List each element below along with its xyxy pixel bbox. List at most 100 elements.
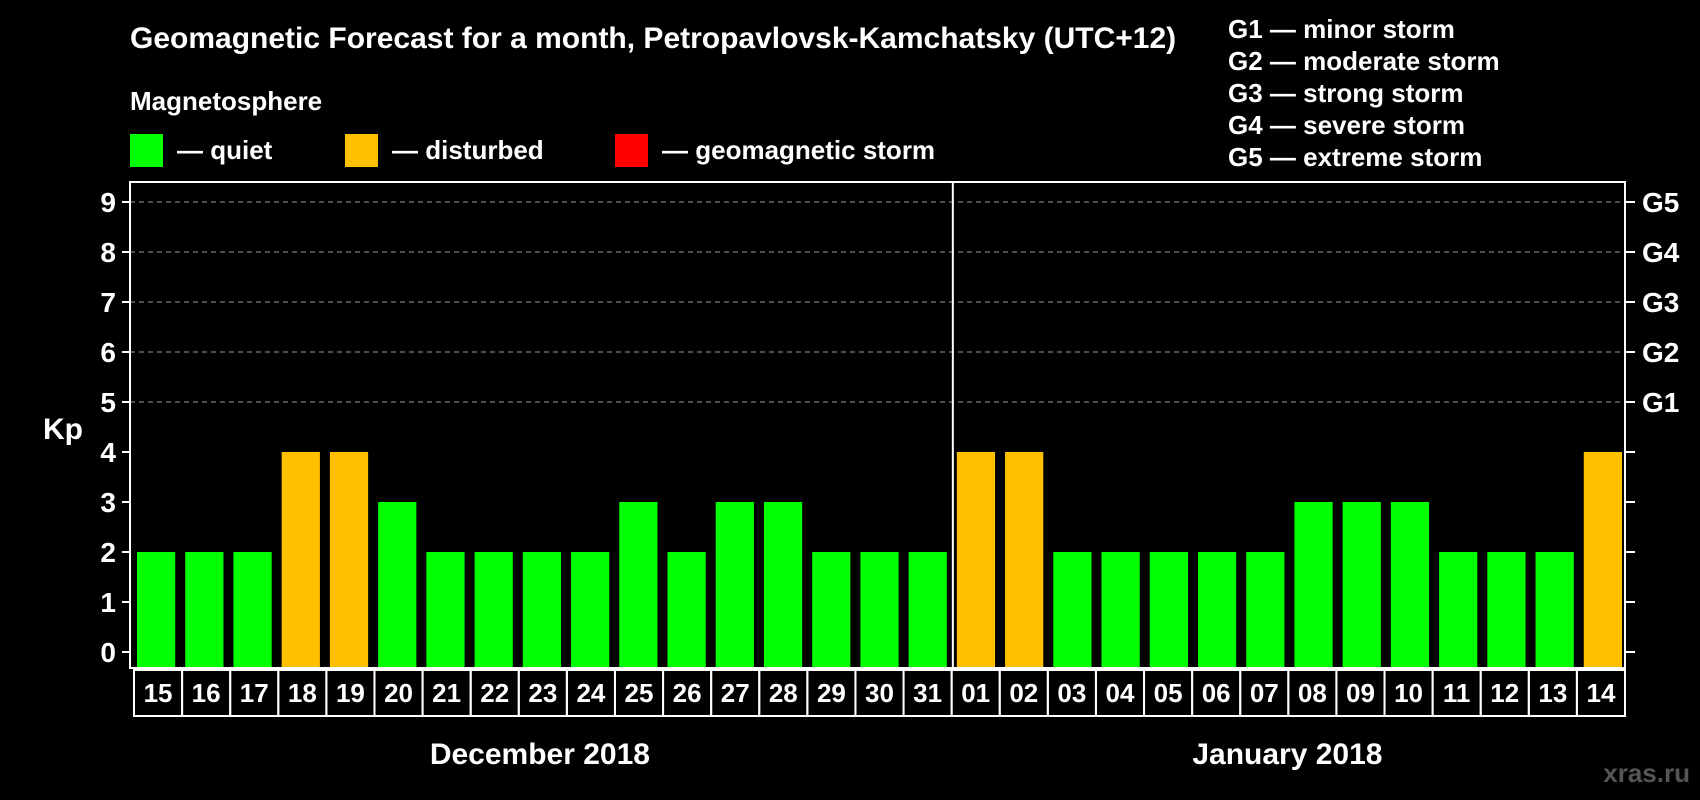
x-tick-label-15: 15: [144, 678, 173, 708]
bar-14-30: [1583, 452, 1622, 668]
legend-swatch-1: [345, 134, 378, 167]
y-axis-label: Kp: [43, 413, 83, 446]
chart-title: Geomagnetic Forecast for a month, Petrop…: [130, 22, 1176, 55]
bars: [137, 452, 1622, 668]
x-tick-label-23: 23: [528, 678, 557, 708]
y-tick-label-7: 7: [100, 287, 116, 318]
x-tick-label-31: 31: [913, 678, 942, 708]
legend-swatch-2: [615, 134, 648, 167]
bar-23-8: [522, 552, 562, 668]
grid-lines: [130, 201, 1625, 403]
bar-05-21: [1149, 552, 1188, 668]
y-tick-label-5: 5: [100, 387, 116, 418]
legend-label-0: — quiet: [177, 135, 273, 165]
x-tick-label-08: 08: [1298, 678, 1327, 708]
bar-03-19: [1053, 552, 1092, 668]
bar-09-25: [1342, 502, 1381, 668]
storm-scale-item-1: G2 — moderate storm: [1228, 46, 1500, 76]
x-tick-label-05: 05: [1154, 678, 1183, 708]
bar-02-18: [1005, 452, 1044, 668]
watermark: xras.ru: [1603, 758, 1690, 788]
bar-18-3: [281, 452, 320, 668]
storm-scale-item-3: G4 — severe storm: [1228, 110, 1465, 140]
y-tick-label-2: 2: [100, 537, 116, 568]
x-tick-label-22: 22: [480, 678, 509, 708]
y-axis-ticks: 0 1 2 3 4 5 6 7 8 9: [100, 187, 130, 668]
x-tick-label-03: 03: [1057, 678, 1086, 708]
y-tick-label-3: 3: [100, 487, 116, 518]
x-tick-label-18: 18: [288, 678, 317, 708]
storm-scale-item-0: G1 — minor storm: [1228, 14, 1455, 44]
x-tick-label-14: 14: [1586, 678, 1615, 708]
x-tick-label-29: 29: [817, 678, 846, 708]
x-tick-label-16: 16: [192, 678, 221, 708]
storm-scale-item-4: G5 — extreme storm: [1228, 142, 1482, 172]
x-tick-label-01: 01: [961, 678, 990, 708]
x-tick-label-28: 28: [769, 678, 798, 708]
x-tick-label-07: 07: [1250, 678, 1279, 708]
bar-07-23: [1246, 552, 1285, 668]
x-tick-label-13: 13: [1538, 678, 1567, 708]
x-tick-label-02: 02: [1009, 678, 1038, 708]
y-tick-label-9: 9: [100, 187, 116, 218]
plot-frame: [129, 181, 1626, 669]
x-axis-day-cells: 15 16 17 18 19 20 21 22 23 24 25 26 27 28 29 30 31 01 02 03…: [133, 669, 1626, 717]
bar-16-1: [185, 552, 224, 668]
x-tick-label-24: 24: [576, 678, 605, 708]
axes: [129, 181, 1626, 669]
y-tick-label-1: 1: [100, 587, 116, 618]
legend-title: Magnetosphere: [130, 86, 322, 116]
y-tick-label-6: 6: [100, 337, 116, 368]
x-tick-label-20: 20: [384, 678, 413, 708]
bar-17-2: [233, 552, 272, 668]
bar-27-12: [715, 502, 754, 668]
storm-scale-item-2: G3 — strong storm: [1228, 78, 1463, 108]
x-tick-label-12: 12: [1490, 678, 1519, 708]
y-tick-label-4: 4: [100, 437, 116, 468]
bar-20-5: [378, 502, 417, 668]
bar-25-10: [619, 502, 658, 668]
right-axis-ticks: G1 G2 G3 G4 G5: [1625, 187, 1680, 653]
y-tick-label-0: 0: [100, 637, 116, 668]
x-tick-label-30: 30: [865, 678, 894, 708]
bar-31-16: [908, 552, 947, 668]
bar-04-20: [1101, 552, 1140, 668]
x-tick-label-27: 27: [721, 678, 750, 708]
right-tick-label-G5: G5: [1642, 187, 1679, 218]
right-tick-label-G1: G1: [1642, 387, 1679, 418]
bar-11-27: [1439, 552, 1478, 668]
legend-swatch-0: [130, 134, 163, 167]
right-tick-label-G2: G2: [1642, 337, 1679, 368]
x-tick-label-21: 21: [432, 678, 461, 708]
legend: — quiet — disturbed — geomagnetic storm: [130, 134, 935, 167]
month-label-0: December 2018: [430, 738, 650, 771]
right-tick-label-G4: G4: [1642, 237, 1680, 268]
legend-label-2: — geomagnetic storm: [662, 135, 935, 165]
x-tick-label-04: 04: [1106, 678, 1135, 708]
month-label-1: January 2018: [1192, 738, 1382, 771]
bar-10-26: [1390, 502, 1430, 668]
x-tick-label-10: 10: [1394, 678, 1423, 708]
bar-26-11: [667, 552, 706, 668]
bar-22-7: [474, 552, 513, 668]
bar-15-0: [137, 552, 176, 668]
x-tick-label-09: 09: [1346, 678, 1375, 708]
x-tick-label-11: 11: [1443, 678, 1471, 708]
x-tick-label-25: 25: [625, 678, 654, 708]
bar-13-29: [1535, 552, 1574, 668]
x-tick-label-17: 17: [240, 678, 269, 708]
bar-21-6: [426, 552, 465, 668]
bar-08-24: [1294, 502, 1333, 668]
right-tick-label-G3: G3: [1642, 287, 1679, 318]
x-tick-label-06: 06: [1202, 678, 1231, 708]
bar-19-4: [329, 452, 369, 668]
x-tick-label-19: 19: [336, 678, 365, 708]
bar-24-9: [571, 552, 610, 668]
bar-06-22: [1197, 552, 1237, 668]
month-labels: December 2018 January 2018: [430, 738, 1383, 771]
bar-01-17: [956, 452, 996, 668]
bar-12-28: [1487, 552, 1526, 668]
bar-28-13: [763, 502, 803, 668]
